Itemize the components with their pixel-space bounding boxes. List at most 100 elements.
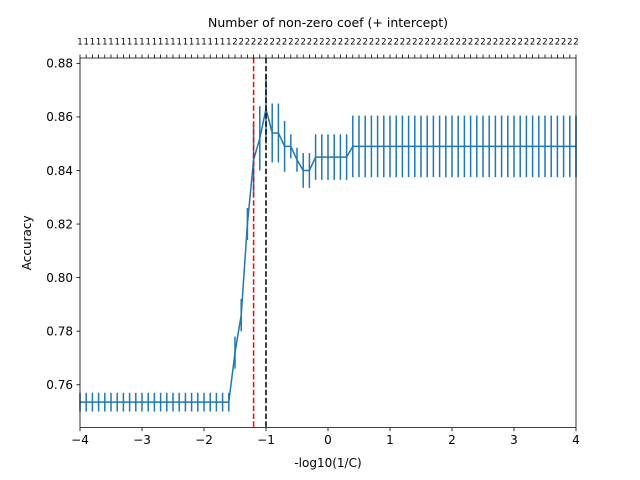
top-tick-label: 2 [474, 38, 479, 48]
top-tick-label: 2 [536, 38, 541, 48]
x-tick-label: −3 [133, 433, 151, 447]
x-tick-label: 0 [324, 433, 332, 447]
top-tick-label: 2 [486, 38, 491, 48]
top-tick-label: 2 [356, 38, 361, 48]
top-tick-label: 2 [300, 38, 305, 48]
top-tick-label: 2 [555, 38, 560, 48]
top-tick-label: 2 [325, 38, 330, 48]
top-tick-label: 1 [114, 38, 119, 48]
top-tick-label: 1 [226, 38, 231, 48]
top-tick-label: 2 [393, 38, 398, 48]
top-tick-label: 2 [468, 38, 473, 48]
top-tick-label: 2 [387, 38, 392, 48]
top-tick-label: 2 [331, 38, 336, 48]
top-tick-label: 2 [455, 38, 460, 48]
top-tick-label: 1 [195, 38, 200, 48]
top-tick-label: 2 [418, 38, 423, 48]
top-axis-title: Number of non-zero coef (+ intercept) [208, 15, 448, 30]
top-tick-label: 2 [573, 38, 578, 48]
top-tick-label: 2 [511, 38, 516, 48]
top-tick-label: 1 [133, 38, 138, 48]
y-axis-ticks: 0.76 0.78 0.80 0.82 0.84 0.86 0.88 [46, 57, 80, 392]
top-tick-label: 2 [431, 38, 436, 48]
top-tick-label: 2 [257, 38, 262, 48]
top-tick-label: 2 [232, 38, 237, 48]
x-tick-label: 1 [386, 433, 394, 447]
y-tick-label: 0.84 [46, 164, 73, 178]
top-tick-label: 2 [517, 38, 522, 48]
top-tick-label: 2 [350, 38, 355, 48]
top-tick-label: 2 [319, 38, 324, 48]
top-tick-label: 2 [505, 38, 510, 48]
top-tick-label: 2 [288, 38, 293, 48]
top-tick-label: 1 [77, 38, 82, 48]
y-tick-label: 0.88 [46, 57, 73, 71]
top-tick-label: 2 [251, 38, 256, 48]
top-tick-label: 1 [102, 38, 107, 48]
plot-area [80, 58, 576, 428]
top-tick-label: 1 [90, 38, 95, 48]
top-tick-label: 2 [412, 38, 417, 48]
top-tick-label: 1 [207, 38, 212, 48]
top-tick-label: 2 [344, 38, 349, 48]
top-tick-label: 1 [96, 38, 101, 48]
top-tick-label: 2 [338, 38, 343, 48]
top-tick-label: 2 [424, 38, 429, 48]
top-tick-label: 2 [493, 38, 498, 48]
top-tick-label: 1 [158, 38, 163, 48]
top-tick-label: 1 [189, 38, 194, 48]
top-tick-label: 1 [214, 38, 219, 48]
top-tick-label: 1 [127, 38, 132, 48]
top-tick-label: 2 [524, 38, 529, 48]
top-tick-label: 1 [121, 38, 126, 48]
top-tick-label: 1 [176, 38, 181, 48]
top-tick-label: 2 [269, 38, 274, 48]
top-tick-label: 1 [145, 38, 150, 48]
top-tick-label: 2 [282, 38, 287, 48]
top-tick-label: 2 [245, 38, 250, 48]
top-tick-label: 2 [548, 38, 553, 48]
y-axis-label: Accuracy [20, 215, 34, 270]
top-tick-label: 2 [362, 38, 367, 48]
top-tick-label: 2 [313, 38, 318, 48]
top-tick-label: 2 [449, 38, 454, 48]
x-tick-label: −2 [195, 433, 213, 447]
top-tick-label: 2 [294, 38, 299, 48]
x-tick-label: 2 [448, 433, 456, 447]
reference-lines [252, 58, 267, 428]
top-tick-label: 2 [561, 38, 566, 48]
top-tick-label: 2 [381, 38, 386, 48]
y-tick-label: 0.86 [46, 110, 73, 124]
top-tick-label: 2 [480, 38, 485, 48]
mean-accuracy-line [80, 108, 576, 403]
top-tick-label: 2 [567, 38, 572, 48]
top-tick-label: 1 [152, 38, 157, 48]
top-tick-label: 1 [164, 38, 169, 48]
y-tick-label: 0.76 [46, 378, 73, 392]
top-tick-label: 2 [400, 38, 405, 48]
top-tick-label: 1 [201, 38, 206, 48]
top-tick-label: 2 [443, 38, 448, 48]
top-tick-label: 2 [499, 38, 504, 48]
top-tick-label: 1 [139, 38, 144, 48]
y-tick-label: 0.80 [46, 271, 73, 285]
top-tick-label: 2 [375, 38, 380, 48]
x-axis-ticks: −4 −3 −2 −1 0 1 2 3 4 [71, 427, 580, 447]
top-tick-label: 2 [530, 38, 535, 48]
y-tick-label: 0.82 [46, 217, 73, 231]
y-tick-label: 0.78 [46, 324, 73, 338]
top-tick-label: 1 [183, 38, 188, 48]
top-tick-label: 1 [170, 38, 175, 48]
x-tick-label: −1 [257, 433, 275, 447]
top-tick-label: 2 [276, 38, 281, 48]
top-tick-label: 1 [83, 38, 88, 48]
top-tick-label: 2 [307, 38, 312, 48]
top-tick-label: 2 [369, 38, 374, 48]
top-tick-label: 1 [108, 38, 113, 48]
top-tick-label: 2 [263, 38, 268, 48]
top-tick-label: 2 [462, 38, 467, 48]
x-tick-label: −4 [71, 433, 89, 447]
x-tick-label: 4 [572, 433, 580, 447]
